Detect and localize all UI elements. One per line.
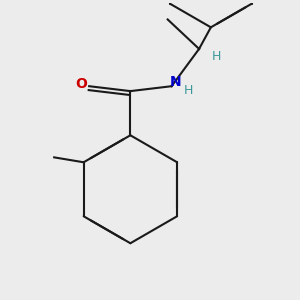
Text: H: H <box>212 50 221 63</box>
Text: H: H <box>184 84 193 97</box>
Text: N: N <box>170 75 181 89</box>
Text: O: O <box>75 77 87 91</box>
